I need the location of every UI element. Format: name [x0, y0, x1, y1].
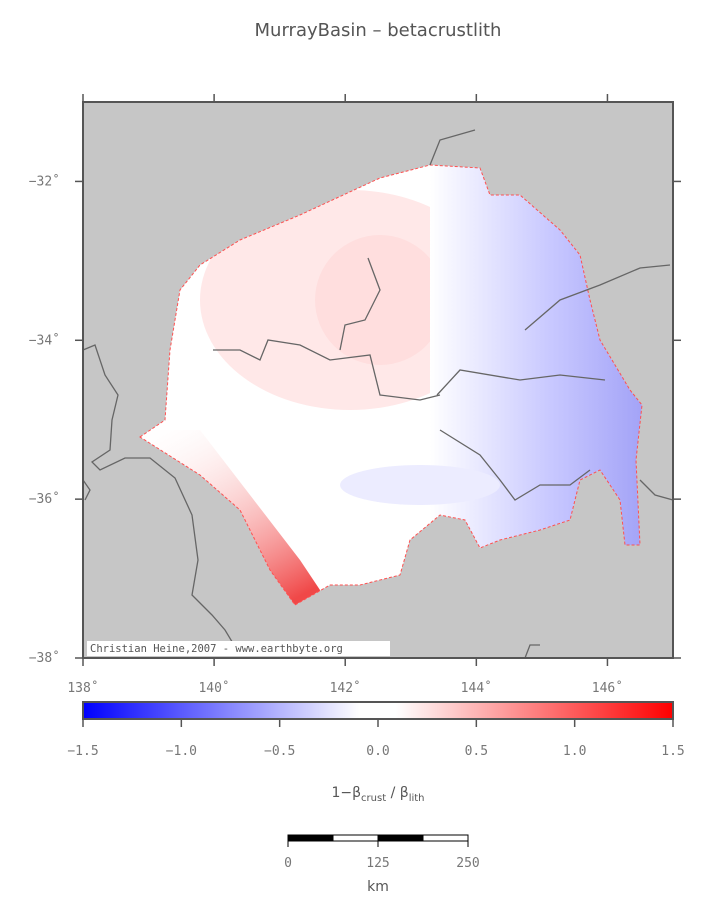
x-tick-label: 140˚ — [198, 680, 229, 696]
credit: Christian Heine,2007 - www.earthbyte.org — [90, 643, 343, 655]
colorbar-tick-label: 1.0 — [563, 744, 586, 759]
y-tick-label: −38˚ — [29, 650, 60, 666]
y-tick-label: −36˚ — [29, 491, 60, 507]
scalebar-tick-label: 0 — [284, 856, 292, 871]
title: MurrayBasin – betacrustlith — [255, 20, 502, 41]
scalebar-tick-label: 250 — [456, 856, 479, 871]
x-tick-label: 144˚ — [461, 680, 492, 696]
y-tick-label: −32˚ — [29, 173, 60, 189]
colorbar-label: 1−βcrust / βlith — [331, 785, 424, 804]
colorbar — [82, 701, 674, 720]
y-tick-label: −34˚ — [29, 332, 60, 348]
credit-box — [87, 641, 390, 656]
x-tick-label: 138˚ — [67, 680, 98, 696]
x-tick-label: 146˚ — [592, 680, 623, 696]
colorbar-tick-label: 0.5 — [465, 744, 488, 759]
scalebar-segment — [287, 834, 334, 842]
coastlines-rivers — [82, 129, 674, 659]
map: Christian Heine,2007 - www.earthbyte.org — [82, 101, 674, 659]
x-tick-label: 142˚ — [330, 680, 361, 696]
scalebar-segment — [422, 834, 469, 842]
colorbar-tick-label: 1.5 — [661, 744, 684, 759]
colorbar-tick-label: 0.0 — [366, 744, 389, 759]
colorbar-tick-label: −0.5 — [264, 744, 295, 759]
colorbar-tick-label: −1.0 — [166, 744, 197, 759]
scalebar-segment — [332, 834, 379, 842]
scalebar-segment — [377, 834, 424, 842]
scalebar-unit: km — [367, 879, 389, 895]
colorbar-tick-label: −1.5 — [67, 744, 98, 759]
map-frame — [82, 101, 674, 659]
scalebar-tick-label: 125 — [366, 856, 389, 871]
